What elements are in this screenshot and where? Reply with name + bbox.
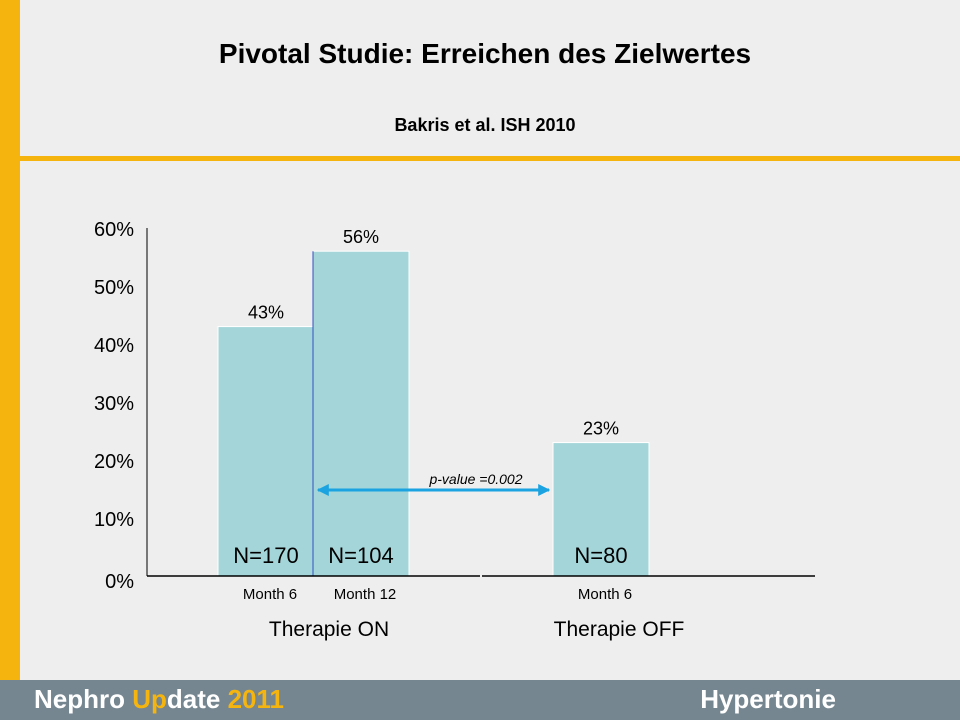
footer-brand-part1: Nephro	[34, 684, 133, 714]
p-value-annotation: p-value =0.002	[428, 471, 522, 487]
slide-title: Pivotal Studie: Erreichen des Zielwertes	[218, 38, 752, 69]
bar-n-label: N=104	[328, 543, 393, 568]
bar	[217, 326, 315, 577]
footer-topic: Hypertonie	[700, 684, 836, 714]
x-group-label: Therapie OFF	[554, 618, 685, 641]
x-tick-label: Month 6	[243, 586, 297, 603]
header-divider	[20, 156, 960, 161]
bar-n-label: N=80	[574, 543, 627, 568]
footer-brand-part3: date	[166, 684, 228, 714]
bar-value-label: 23%	[583, 419, 619, 439]
y-tick-label: 60%	[94, 219, 134, 241]
slide-header	[20, 0, 960, 156]
bar	[312, 250, 410, 577]
bar	[552, 442, 650, 577]
bar-value-label: 56%	[343, 227, 379, 247]
footer-brand-year: 2011	[227, 684, 284, 714]
bar-n-label: N=170	[233, 543, 298, 568]
accent-side-bar	[0, 0, 20, 680]
x-group-label: Therapie ON	[269, 618, 389, 641]
slide-content-area	[20, 161, 960, 680]
y-tick-label: 10%	[94, 509, 134, 531]
footer-brand-part2: Up	[132, 684, 167, 714]
bar-value-label: 43%	[248, 303, 284, 323]
x-tick-label: Month 12	[334, 586, 397, 603]
x-tick-label: Month 6	[578, 586, 632, 603]
y-tick-label: 0%	[105, 571, 134, 593]
y-tick-label: 30%	[94, 393, 134, 415]
footer-brand: Nephro Update 2011	[34, 684, 284, 715]
y-tick-label: 50%	[94, 277, 134, 299]
slide-footer: Nephro Update 2011 Hypertonie	[0, 680, 960, 720]
slide-subtitle: Bakris et al. ISH 2010	[394, 115, 576, 135]
y-tick-label: 20%	[94, 451, 134, 473]
y-tick-label: 40%	[94, 335, 134, 357]
